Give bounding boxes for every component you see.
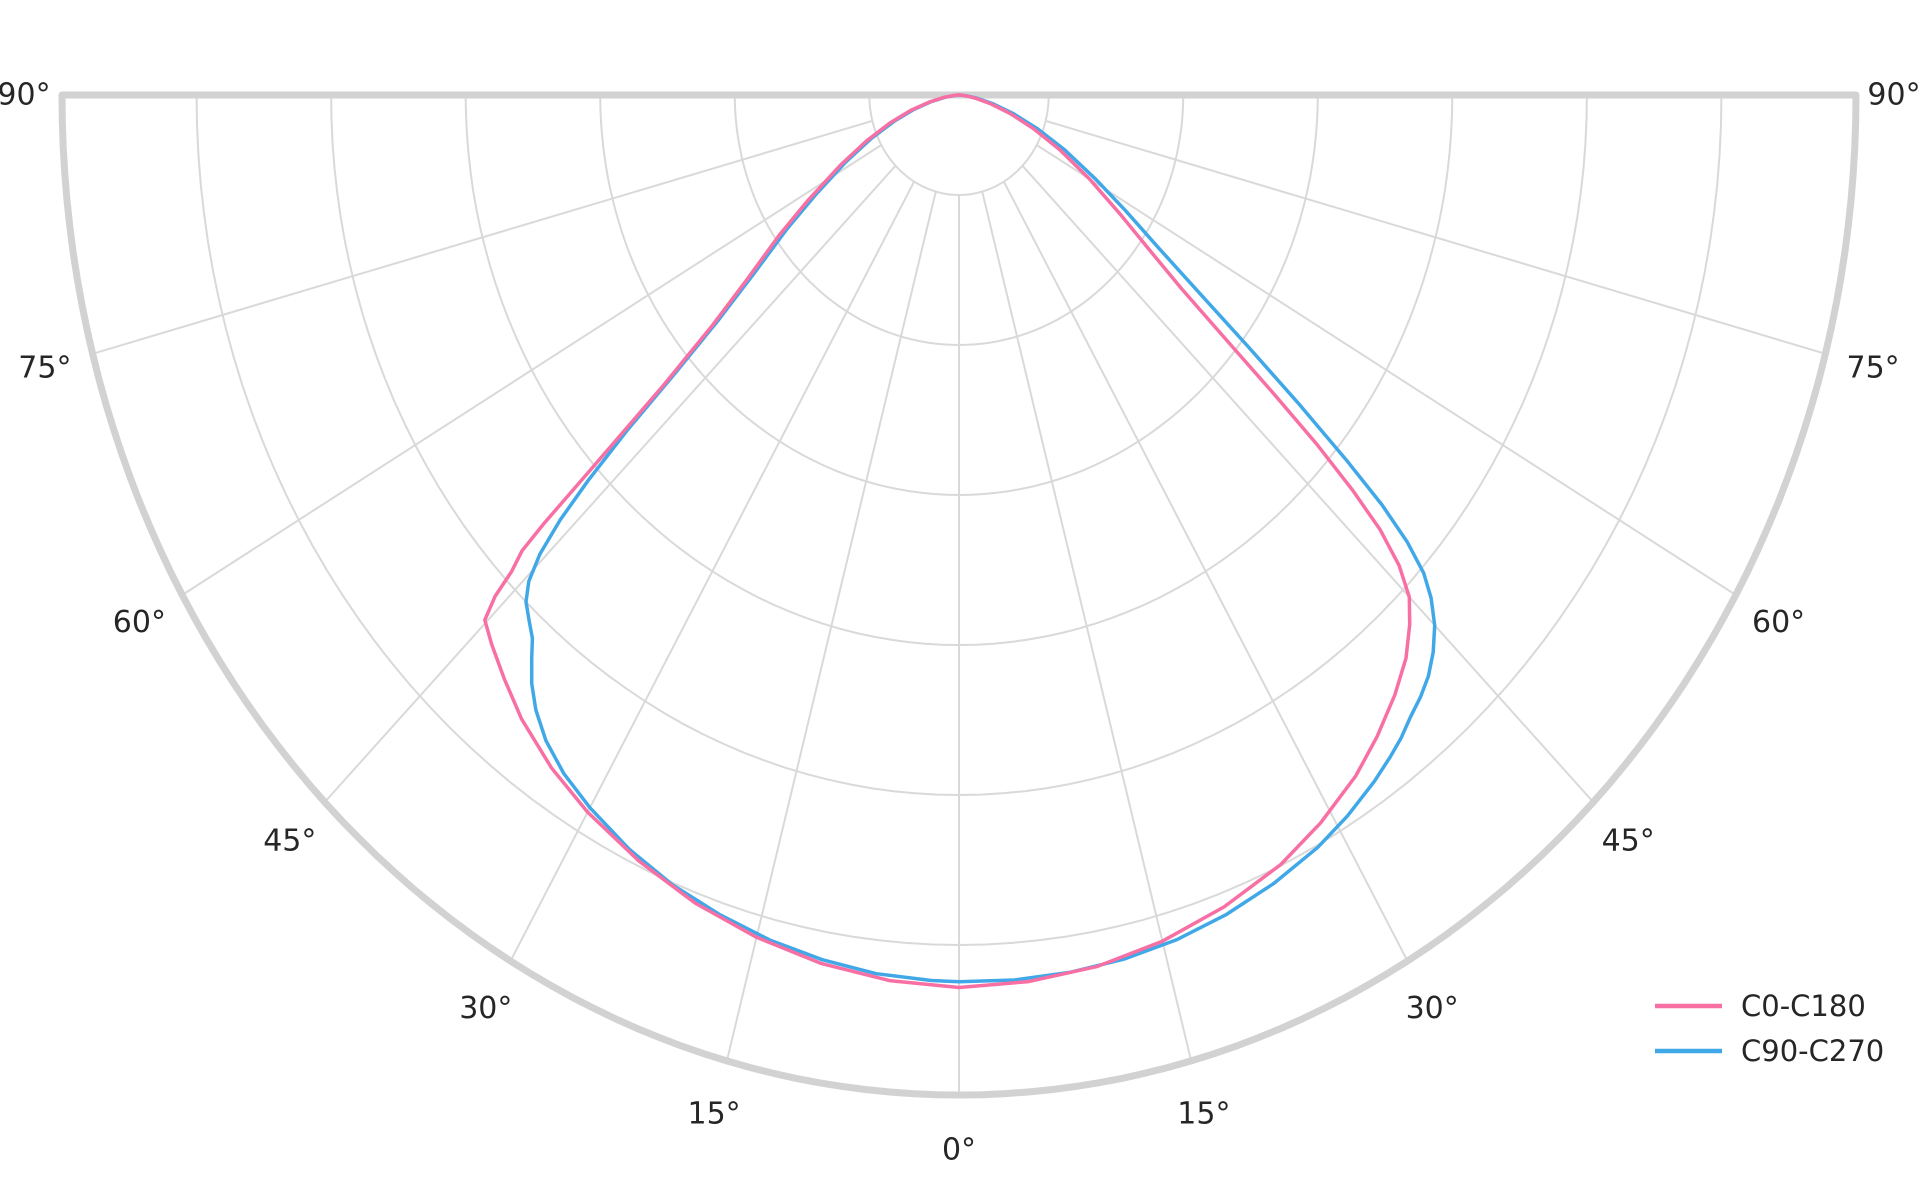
polar-grid xyxy=(58,91,1860,1099)
angle-tick-label-left-75: 75° xyxy=(18,351,71,386)
angle-tick-label-right-75: 75° xyxy=(1847,351,1900,386)
angle-tick-labels: 0° 15° 15° 30° 30° 45° 45° 60° 60° 75° 75° 90° 90° xyxy=(0,78,1920,1168)
grid-ring xyxy=(868,94,1050,197)
grid-radial-line xyxy=(1045,119,1826,355)
angle-tick-label-left-15: 15° xyxy=(688,1097,741,1132)
legend-label-c90-c270: C90-C270 xyxy=(1741,1034,1884,1068)
angle-tick-label-right-90: 90° xyxy=(1867,78,1920,113)
angle-tick-label-right-30: 30° xyxy=(1406,991,1459,1026)
legend: C0-C180 C90-C270 xyxy=(1655,989,1884,1068)
angle-tick-label-left-90: 90° xyxy=(0,78,51,113)
grid-radial-line xyxy=(181,144,882,596)
grid-radial-line xyxy=(981,191,1193,1062)
curve-c0-c180 xyxy=(483,93,1412,990)
grid-radial-line xyxy=(725,191,937,1062)
plot-boundary-arc xyxy=(58,91,1860,1099)
angle-tick-label-right-60: 60° xyxy=(1752,605,1805,640)
legend-label-c0-c180: C0-C180 xyxy=(1741,989,1866,1023)
angle-tick-label-left-45: 45° xyxy=(263,824,316,859)
angle-tick-label-left-60: 60° xyxy=(113,605,166,640)
angle-tick-label-right-15: 15° xyxy=(1177,1097,1230,1132)
angle-tick-label-left-30: 30° xyxy=(459,991,512,1026)
grid-radial-line xyxy=(1036,144,1737,596)
grid-radial-line xyxy=(1021,165,1595,803)
grid-radial-line xyxy=(509,181,916,962)
curve-c90-c270 xyxy=(524,93,1437,984)
grid-radial-line xyxy=(1002,181,1409,962)
intensity-curves xyxy=(483,93,1437,990)
angle-tick-label-right-45: 45° xyxy=(1602,824,1655,859)
grid-radial-line xyxy=(323,165,897,803)
grid-radial-line xyxy=(92,119,873,355)
angle-tick-label-right-0: 0° xyxy=(942,1133,976,1168)
